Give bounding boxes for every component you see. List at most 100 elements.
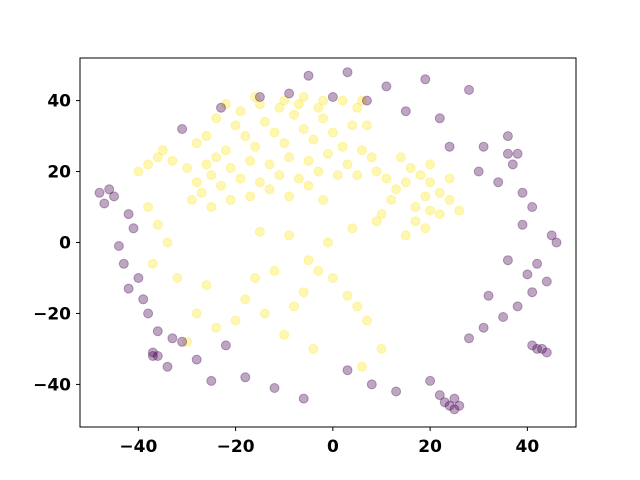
data-point-class_b	[318, 194, 329, 205]
x-tick-label: 0	[327, 437, 339, 457]
data-point-class_b	[133, 166, 144, 177]
data-point-class_b	[410, 216, 421, 227]
data-point-class_b	[303, 255, 314, 266]
data-point-class_b	[395, 152, 406, 163]
data-point-class_b	[323, 237, 333, 248]
data-point-class_b	[147, 258, 158, 269]
data-point-class_b	[434, 209, 445, 220]
data-point-class_a	[342, 67, 353, 78]
data-point-class_b	[303, 180, 314, 191]
data-point-class_b	[371, 166, 382, 177]
data-point-class_a	[327, 92, 338, 102]
data-point-class_b	[143, 159, 154, 170]
data-point-class_b	[206, 170, 217, 181]
data-point-class_b	[254, 99, 265, 110]
data-point-class_b	[162, 237, 173, 248]
data-point-class_a	[152, 326, 163, 337]
data-point-class_b	[318, 113, 329, 124]
data-point-class_b	[235, 106, 246, 117]
data-point-class_a	[434, 113, 445, 124]
data-point-class_b	[279, 329, 290, 340]
data-point-class_a	[143, 308, 154, 319]
data-point-class_b	[347, 223, 358, 234]
data-point-class_b	[240, 131, 251, 142]
data-point-class_b	[220, 99, 231, 110]
data-point-class_b	[182, 336, 192, 347]
data-point-class_b	[332, 170, 343, 181]
data-point-class_b	[425, 177, 436, 188]
data-point-class_b	[201, 280, 212, 291]
data-point-class_a	[162, 361, 173, 372]
data-point-class_b	[157, 145, 168, 156]
data-point-class_a	[527, 340, 538, 351]
data-point-class_a	[391, 386, 402, 397]
data-point-class_a	[220, 340, 231, 351]
data-point-class_a	[551, 237, 562, 248]
data-point-class_a	[138, 294, 149, 305]
data-point-class_b	[337, 95, 348, 106]
data-point-class_a	[425, 375, 436, 386]
data-point-class_b	[167, 155, 178, 166]
y-tick-label: −40	[33, 375, 71, 395]
data-point-class_b	[259, 116, 270, 127]
data-point-class_b	[391, 184, 402, 195]
data-point-class_a	[493, 177, 504, 188]
data-point-class_b	[347, 120, 358, 131]
data-point-class_a	[342, 365, 353, 376]
data-point-class_b	[182, 163, 192, 173]
data-point-class_a	[128, 223, 139, 234]
data-point-class_a	[109, 191, 119, 202]
data-point-class_a	[498, 312, 509, 322]
data-point-class_b	[415, 170, 426, 181]
data-point-class_b	[201, 131, 212, 142]
data-point-class_b	[405, 163, 416, 173]
data-point-class_b	[420, 223, 431, 234]
data-point-class_a	[444, 400, 455, 411]
data-point-class_b	[211, 322, 222, 333]
data-point-class_b	[342, 290, 353, 301]
data-point-class_a	[240, 372, 251, 383]
data-point-class_b	[240, 294, 251, 305]
data-point-class_a	[113, 241, 124, 251]
data-point-class_a	[216, 102, 226, 113]
data-point-class_b	[308, 134, 319, 145]
data-point-class_b	[152, 219, 163, 230]
y-tick-label: 40	[47, 92, 71, 112]
data-point-class_b	[400, 230, 411, 241]
data-point-class_b	[327, 273, 338, 283]
data-point-class_b	[191, 308, 202, 319]
data-point-class_b	[357, 361, 367, 372]
data-point-class_a	[284, 88, 295, 99]
data-point-class_a	[147, 347, 158, 358]
data-point-class_a	[269, 383, 280, 393]
data-point-class_b	[201, 159, 212, 170]
data-point-class_b	[279, 138, 290, 149]
data-point-class_a	[464, 84, 474, 95]
data-point-class_b	[434, 187, 445, 198]
data-point-class_b	[289, 301, 299, 312]
y-tick-label: −20	[33, 304, 71, 324]
data-point-class_b	[381, 173, 392, 184]
data-point-class_a	[532, 343, 543, 354]
data-point-class_a	[133, 273, 144, 283]
data-point-class_b	[284, 152, 295, 163]
data-point-class_b	[308, 343, 319, 354]
data-point-class_a	[517, 219, 528, 230]
data-point-class_b	[274, 102, 285, 113]
data-point-class_b	[323, 148, 333, 159]
data-point-class_a	[400, 106, 411, 117]
data-point-class_b	[376, 343, 387, 354]
data-point-class_a	[517, 187, 528, 198]
data-point-class_b	[230, 315, 241, 326]
data-point-class_a	[449, 393, 460, 404]
data-point-class_b	[386, 194, 397, 205]
data-point-class_a	[478, 141, 489, 152]
data-point-class_b	[186, 194, 197, 205]
data-point-class_a	[454, 400, 465, 411]
data-point-class_a	[546, 230, 557, 241]
data-point-class_b	[264, 184, 275, 195]
data-point-class_b	[298, 124, 309, 134]
data-point-class_a	[502, 131, 513, 142]
data-point-class_b	[225, 194, 236, 205]
x-tick-label: −20	[217, 437, 255, 457]
